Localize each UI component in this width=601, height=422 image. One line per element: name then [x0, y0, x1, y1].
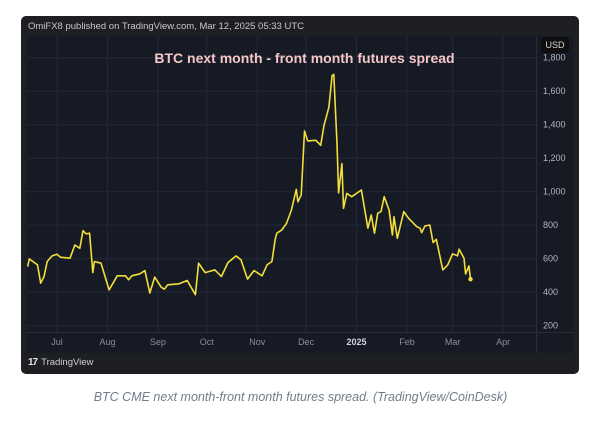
tradingview-logo-text: TradingView	[41, 357, 94, 368]
y-tick-label: 400	[543, 287, 558, 297]
tradingview-logo-icon: 17	[28, 357, 38, 368]
y-tick-label: 800	[543, 220, 558, 230]
x-tick-label: 2025	[347, 337, 367, 347]
tradingview-logo[interactable]: 17 TradingView	[28, 357, 93, 368]
x-tick-label: Mar	[445, 337, 461, 347]
y-tick-label: 1,000	[543, 187, 566, 197]
x-tick-label: Feb	[399, 337, 415, 347]
x-tick-label: Sep	[150, 337, 166, 347]
y-tick-label: 600	[543, 254, 558, 264]
chart-title: BTC next month - front month futures spr…	[154, 50, 455, 66]
series-line	[26, 73, 472, 296]
x-tick-label: Aug	[99, 337, 115, 347]
x-tick-label: Apr	[496, 337, 510, 347]
currency-badge[interactable]: USD	[541, 37, 569, 53]
figure-caption: BTC CME next month-front month futures s…	[93, 390, 508, 404]
publisher-info: OmiFX8 published on TradingView.com, Mar…	[28, 21, 304, 32]
y-tick-label: 1,400	[543, 120, 566, 130]
x-tick-label: Nov	[249, 337, 266, 347]
last-value-marker	[468, 276, 473, 282]
x-tick-label: Oct	[200, 337, 215, 347]
x-tick-label: Jul	[51, 337, 63, 347]
y-tick-label: 200	[543, 321, 558, 331]
chart-pane[interactable]	[27, 36, 573, 353]
y-tick-label: 1,200	[543, 153, 566, 163]
y-tick-label: 1,800	[543, 53, 566, 63]
y-tick-label: 1,600	[543, 86, 566, 96]
x-tick-label: Dec	[298, 337, 315, 347]
